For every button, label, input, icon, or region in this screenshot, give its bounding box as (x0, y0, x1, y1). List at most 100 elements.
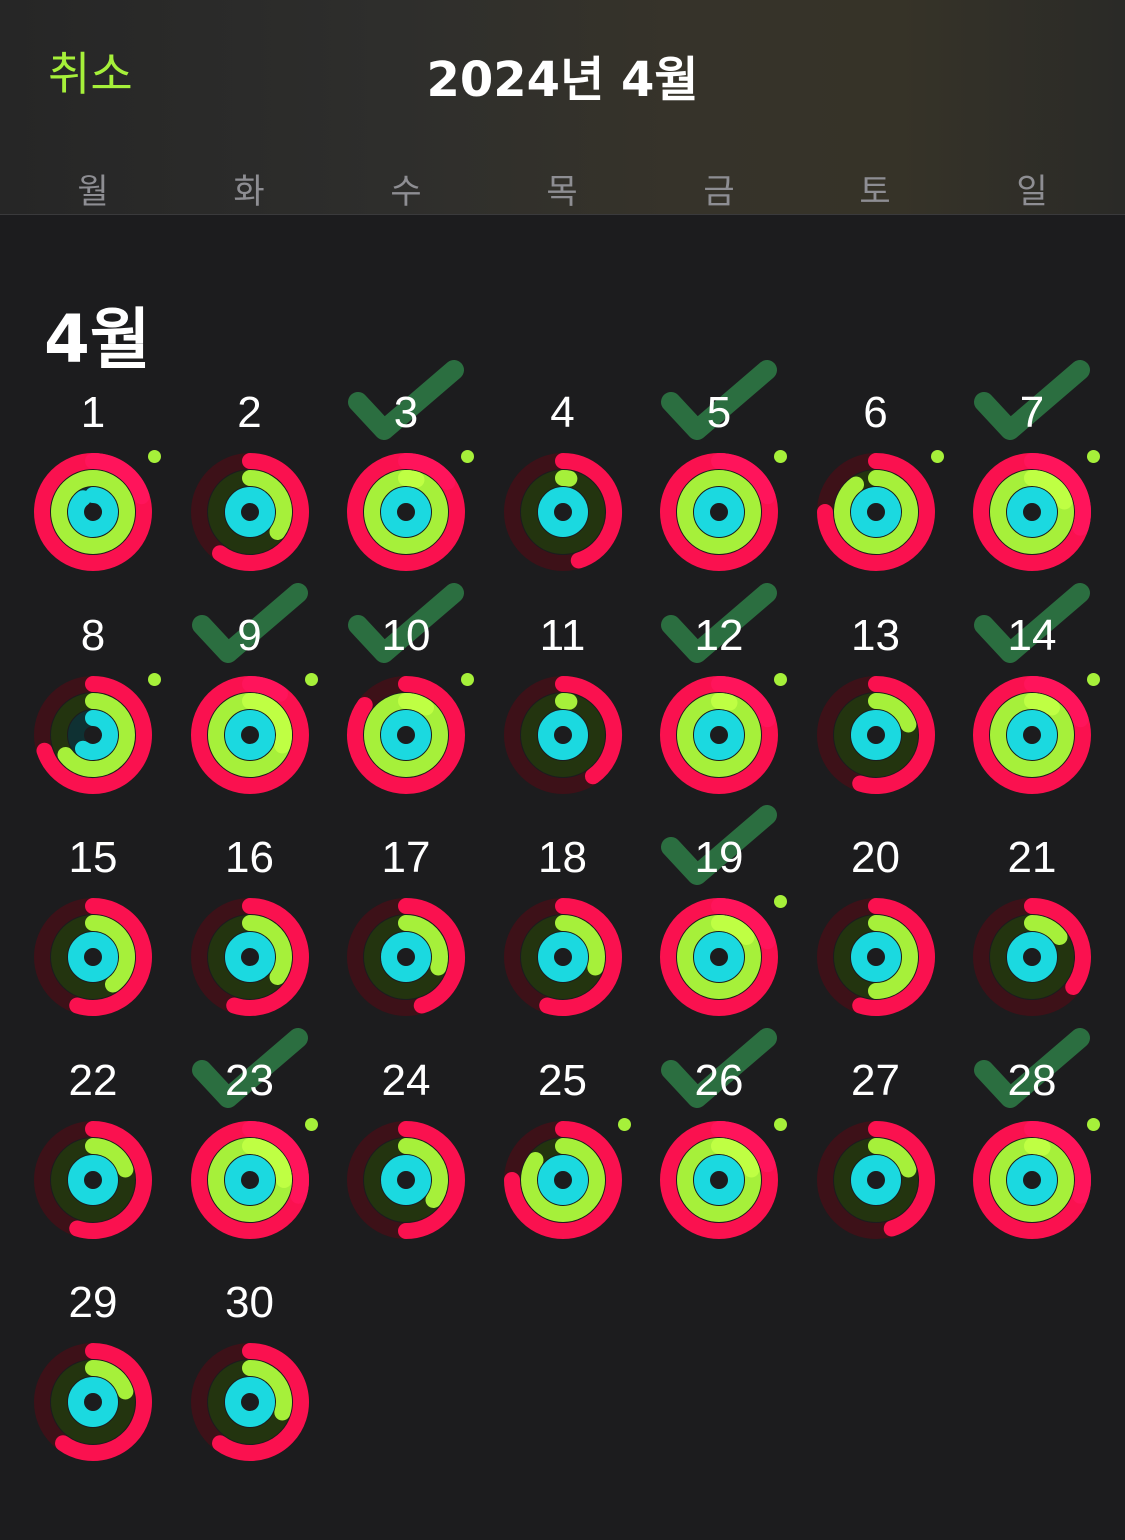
stand-ring (546, 1163, 580, 1197)
activity-rings (659, 675, 779, 795)
day-number: 30 (175, 1278, 325, 1328)
day-number: 3 (331, 388, 481, 438)
day-cell-20[interactable]: 20 (801, 837, 951, 1037)
day-cell-6[interactable]: 6 (801, 392, 951, 592)
activity-rings (972, 452, 1092, 572)
day-cell-11[interactable]: 11 (488, 615, 638, 815)
activity-rings (659, 452, 779, 572)
stand-ring (233, 940, 267, 974)
day-number: 21 (957, 833, 1107, 883)
goal-dot (931, 450, 944, 463)
day-cell-15[interactable]: 15 (18, 837, 168, 1037)
day-number: 2 (175, 388, 325, 438)
stand-ring (859, 1163, 893, 1197)
stand-ring (389, 718, 423, 752)
day-cell-19[interactable]: 19 (644, 837, 794, 1037)
day-cell-2[interactable]: 2 (175, 392, 325, 592)
weekday-sat: 토 (815, 164, 935, 213)
goal-dot (461, 673, 474, 686)
stand-ring (1015, 495, 1049, 529)
day-number: 1 (18, 388, 168, 438)
goal-dot (1087, 673, 1100, 686)
goal-dot (1087, 1118, 1100, 1131)
day-cell-10[interactable]: 10 (331, 615, 481, 815)
stand-ring (76, 495, 110, 529)
day-cell-13[interactable]: 13 (801, 615, 951, 815)
activity-rings (659, 1120, 779, 1240)
day-cell-7[interactable]: 7 (957, 392, 1107, 592)
day-cell-17[interactable]: 17 (331, 837, 481, 1037)
weekday-wed: 수 (346, 164, 466, 213)
stand-ring (859, 495, 893, 529)
goal-dot (148, 450, 161, 463)
day-number: 8 (18, 611, 168, 661)
day-cell-29[interactable]: 29 (18, 1282, 168, 1482)
day-cell-21[interactable]: 21 (957, 837, 1107, 1037)
day-number: 29 (18, 1278, 168, 1328)
stand-ring (76, 1385, 110, 1419)
goal-dot (1087, 450, 1100, 463)
day-number: 7 (957, 388, 1107, 438)
day-cell-26[interactable]: 26 (644, 1060, 794, 1260)
exercise-ring-overflow (1032, 1146, 1043, 1148)
stand-ring (1015, 940, 1049, 974)
weekday-fri: 금 (659, 164, 779, 213)
move-ring-overflow (250, 684, 280, 694)
day-cell-16[interactable]: 16 (175, 837, 325, 1037)
stand-ring (389, 495, 423, 529)
exercise-ring-overflow (1032, 701, 1052, 707)
day-cell-22[interactable]: 22 (18, 1060, 168, 1260)
activity-rings (346, 1120, 466, 1240)
day-cell-28[interactable]: 28 (957, 1060, 1107, 1260)
calendar-header: 취소 2024년 4월 월 화 수 목 금 토 일 (0, 0, 1125, 215)
day-number: 28 (957, 1056, 1107, 1106)
activity-rings (33, 897, 153, 1017)
day-cell-8[interactable]: 8 (18, 615, 168, 815)
day-number: 26 (644, 1056, 794, 1106)
day-cell-12[interactable]: 12 (644, 615, 794, 815)
activity-rings (190, 897, 310, 1017)
day-cell-25[interactable]: 25 (488, 1060, 638, 1260)
day-cell-14[interactable]: 14 (957, 615, 1107, 815)
day-number: 15 (18, 833, 168, 883)
day-number: 6 (801, 388, 951, 438)
day-number: 16 (175, 833, 325, 883)
stand-ring (702, 1163, 736, 1197)
goal-dot (305, 1118, 318, 1131)
exercise-ring-overflow (406, 701, 426, 707)
stand-ring (76, 940, 110, 974)
stand-ring (1015, 1163, 1049, 1197)
day-cell-30[interactable]: 30 (175, 1282, 325, 1482)
day-number: 11 (488, 611, 638, 661)
day-number: 24 (331, 1056, 481, 1106)
activity-rings (972, 1120, 1092, 1240)
day-number: 22 (18, 1056, 168, 1106)
activity-rings (346, 452, 466, 572)
activity-rings (659, 897, 779, 1017)
cancel-button[interactable]: 취소 (48, 38, 133, 104)
day-cell-24[interactable]: 24 (331, 1060, 481, 1260)
day-cell-9[interactable]: 9 (175, 615, 325, 815)
day-cell-18[interactable]: 18 (488, 837, 638, 1037)
day-number: 18 (488, 833, 638, 883)
stand-ring (859, 940, 893, 974)
month-label: 4월 (44, 286, 151, 382)
stand-ring (546, 718, 580, 752)
day-number: 23 (175, 1056, 325, 1106)
stand-ring (702, 495, 736, 529)
day-cell-5[interactable]: 5 (644, 392, 794, 592)
activity-rings (503, 897, 623, 1017)
day-cell-23[interactable]: 23 (175, 1060, 325, 1260)
activity-rings (816, 1120, 936, 1240)
day-cell-1[interactable]: 1 (18, 392, 168, 592)
day-cell-27[interactable]: 27 (801, 1060, 951, 1260)
activity-rings (190, 675, 310, 795)
activity-rings (503, 675, 623, 795)
stand-ring (1015, 718, 1049, 752)
day-number: 5 (644, 388, 794, 438)
activity-rings (816, 675, 936, 795)
day-cell-4[interactable]: 4 (488, 392, 638, 592)
day-cell-3[interactable]: 3 (331, 392, 481, 592)
day-number: 12 (644, 611, 794, 661)
stand-ring (83, 718, 110, 752)
